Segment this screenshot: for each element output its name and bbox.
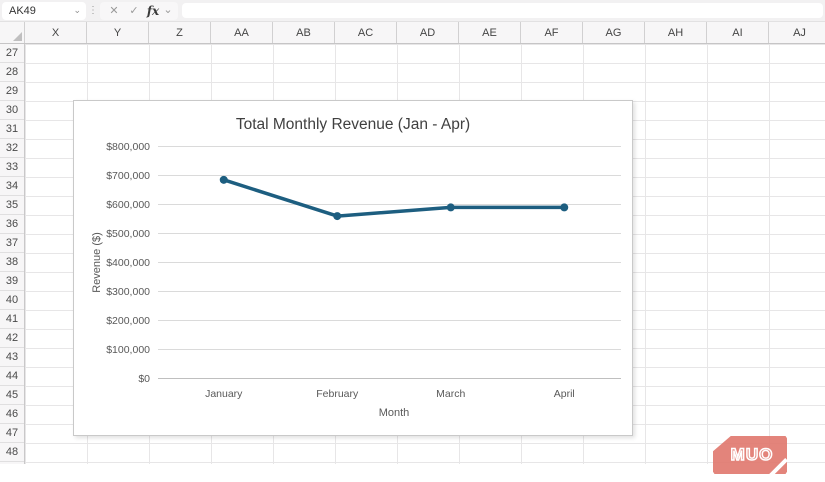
svg-text:$500,000: $500,000 — [106, 228, 150, 240]
row-header-48[interactable]: 48 — [0, 443, 24, 462]
column-header-ae[interactable]: AE — [459, 22, 521, 43]
svg-text:$400,000: $400,000 — [106, 257, 150, 269]
svg-text:$600,000: $600,000 — [106, 199, 150, 211]
column-header-y[interactable]: Y — [87, 22, 149, 43]
svg-text:$300,000: $300,000 — [106, 286, 150, 298]
svg-text:$800,000: $800,000 — [106, 141, 150, 153]
formula-input[interactable] — [182, 3, 823, 18]
svg-text:February: February — [316, 388, 359, 400]
row-header-42[interactable]: 42 — [0, 329, 24, 348]
formula-bar: AK49 ⌄ ⋮ ✕ ✓ fx ⌄ — [0, 0, 825, 22]
row-header-45[interactable]: 45 — [0, 386, 24, 405]
column-header-ah[interactable]: AH — [645, 22, 707, 43]
row-header-27[interactable]: 27 — [0, 44, 24, 63]
select-all-corner[interactable] — [0, 22, 25, 43]
chevron-down-icon[interactable]: ⌄ — [73, 5, 81, 15]
column-header-ad[interactable]: AD — [397, 22, 459, 43]
row-header-46[interactable]: 46 — [0, 405, 24, 424]
row-header-43[interactable]: 43 — [0, 348, 24, 367]
drag-handle-icon[interactable]: ⋮ — [88, 5, 98, 16]
muo-watermark: MUO — [713, 436, 789, 482]
svg-text:$0: $0 — [138, 373, 150, 385]
row-header-41[interactable]: 41 — [0, 310, 24, 329]
column-header-x[interactable]: X — [25, 22, 87, 43]
enter-button[interactable]: ✓ — [129, 5, 139, 17]
chart-canvas: Total Monthly Revenue (Jan - Apr) $0 $100,… — [91, 116, 621, 419]
row-header-34[interactable]: 34 — [0, 177, 24, 196]
row-header-36[interactable]: 36 — [0, 215, 24, 234]
svg-text:Total Monthly Revenue (Jan - A: Total Monthly Revenue (Jan - Apr) — [236, 116, 470, 133]
formula-actions: ✕ ✓ fx ⌄ — [100, 1, 178, 20]
column-headers: X Y Z AA AB AC AD AE AF AG AH AI AJ — [0, 22, 825, 44]
row-header-33[interactable]: 33 — [0, 158, 24, 177]
chevron-down-icon[interactable]: ⌄ — [163, 4, 173, 16]
row-header-29[interactable]: 29 — [0, 82, 24, 101]
column-header-ag[interactable]: AG — [583, 22, 645, 43]
row-headers: 27 28 29 30 31 32 33 34 35 36 37 38 39 40 41 42 43 44 45 46… — [0, 44, 25, 464]
row-header-40[interactable]: 40 — [0, 291, 24, 310]
name-box[interactable]: AK49 ⌄ — [2, 1, 86, 20]
row-header-37[interactable]: 37 — [0, 234, 24, 253]
muo-logo-text: MUO — [730, 444, 774, 465]
column-header-aa[interactable]: AA — [211, 22, 273, 43]
row-header-32[interactable]: 32 — [0, 139, 24, 158]
svg-text:$700,000: $700,000 — [106, 170, 150, 182]
row-header-44[interactable]: 44 — [0, 367, 24, 386]
row-header-30[interactable]: 30 — [0, 101, 24, 120]
row-header-28[interactable]: 28 — [0, 63, 24, 82]
column-header-ac[interactable]: AC — [335, 22, 397, 43]
column-header-z[interactable]: Z — [149, 22, 211, 43]
row-header-31[interactable]: 31 — [0, 120, 24, 139]
svg-text:Revenue ($): Revenue ($) — [91, 232, 103, 293]
spreadsheet: 27 28 29 30 31 32 33 34 35 36 37 38 39 40 41 42 43 44 45 46… — [0, 44, 825, 482]
svg-text:January: January — [205, 388, 243, 400]
row-header-35[interactable]: 35 — [0, 196, 24, 215]
column-header-ab[interactable]: AB — [273, 22, 335, 43]
svg-text:April: April — [554, 388, 575, 400]
insert-function-button[interactable]: fx — [146, 3, 160, 18]
row-header-38[interactable]: 38 — [0, 253, 24, 272]
row-header-47[interactable]: 47 — [0, 424, 24, 443]
svg-text:$100,000: $100,000 — [106, 344, 150, 356]
column-header-ai[interactable]: AI — [707, 22, 769, 43]
svg-text:$200,000: $200,000 — [106, 315, 150, 327]
name-box-value: AK49 — [9, 4, 36, 17]
column-header-af[interactable]: AF — [521, 22, 583, 43]
svg-text:Month: Month — [379, 407, 410, 419]
revenue-line-chart[interactable]: Total Monthly Revenue (Jan - Apr) $0 $100,… — [73, 100, 633, 436]
cancel-button[interactable]: ✕ — [109, 5, 119, 17]
column-header-aj[interactable]: AJ — [769, 22, 825, 43]
svg-text:March: March — [436, 388, 465, 400]
row-header-39[interactable]: 39 — [0, 272, 24, 291]
